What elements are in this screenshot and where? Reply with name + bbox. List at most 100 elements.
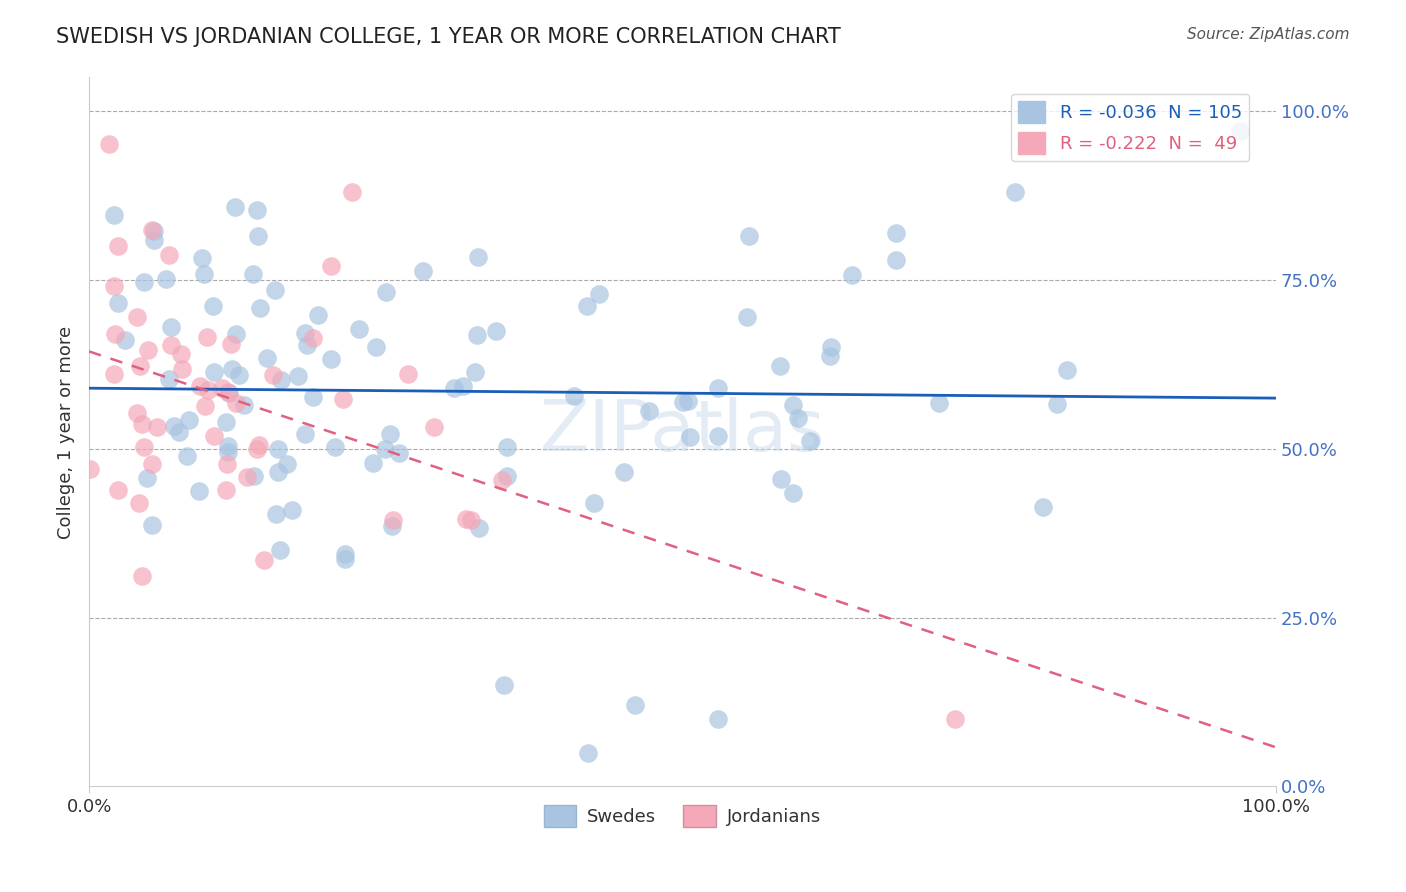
Jordanians	[159, 337, 181, 351]
Swedes	[467, 328, 489, 343]
Swedes	[155, 272, 177, 286]
Swedes	[451, 379, 474, 393]
Jordanians	[202, 429, 225, 443]
Jordanians	[262, 368, 284, 383]
Swedes	[820, 340, 842, 354]
Swedes	[143, 224, 166, 238]
Jordanians	[396, 367, 419, 381]
Swedes	[228, 368, 250, 382]
Swedes	[202, 299, 225, 313]
Swedes	[103, 208, 125, 222]
Swedes	[1032, 500, 1054, 514]
Swedes	[349, 322, 371, 336]
Jordanians	[129, 359, 152, 373]
Jordanians	[491, 474, 513, 488]
Swedes	[179, 413, 201, 427]
Jordanians	[219, 337, 242, 351]
Swedes	[495, 440, 517, 454]
Swedes	[707, 429, 730, 443]
Swedes	[679, 429, 702, 443]
Jordanians	[302, 331, 325, 345]
Jordanians	[128, 496, 150, 510]
Jordanians	[215, 483, 238, 497]
Swedes	[224, 200, 246, 214]
Swedes	[163, 418, 186, 433]
Jordanians	[79, 462, 101, 476]
Swedes	[1004, 186, 1026, 200]
Jordanians	[107, 239, 129, 253]
Swedes	[169, 425, 191, 439]
Swedes	[323, 440, 346, 454]
Swedes	[242, 468, 264, 483]
Swedes	[588, 286, 610, 301]
Swedes	[484, 325, 506, 339]
Jordanians	[217, 384, 239, 399]
Jordanians	[103, 279, 125, 293]
Swedes	[468, 521, 491, 535]
Swedes	[884, 226, 907, 240]
Jordanians	[217, 457, 239, 471]
Swedes	[884, 252, 907, 267]
Swedes	[1056, 363, 1078, 377]
Swedes	[142, 234, 165, 248]
Swedes	[738, 228, 761, 243]
Jordanians	[253, 553, 276, 567]
Swedes	[264, 508, 287, 522]
Swedes	[295, 338, 318, 352]
Swedes	[157, 372, 180, 386]
Text: SWEDISH VS JORDANIAN COLLEGE, 1 YEAR OR MORE CORRELATION CHART: SWEDISH VS JORDANIAN COLLEGE, 1 YEAR OR …	[56, 27, 841, 46]
Swedes	[221, 362, 243, 376]
Swedes	[818, 349, 841, 363]
Jordanians	[141, 457, 163, 471]
Swedes	[613, 465, 636, 479]
Swedes	[1046, 397, 1069, 411]
Jordanians	[170, 347, 193, 361]
Swedes	[464, 365, 486, 379]
Jordanians	[141, 223, 163, 237]
Jordanians	[103, 368, 125, 382]
Swedes	[412, 263, 434, 277]
Swedes	[307, 309, 329, 323]
Swedes	[707, 381, 730, 395]
Jordanians	[423, 419, 446, 434]
Jordanians	[138, 343, 160, 358]
Jordanians	[246, 442, 269, 456]
Jordanians	[381, 513, 404, 527]
Text: Source: ZipAtlas.com: Source: ZipAtlas.com	[1187, 27, 1350, 42]
Swedes	[375, 285, 398, 299]
Swedes	[249, 301, 271, 315]
Swedes	[191, 251, 214, 265]
Swedes	[624, 698, 647, 713]
Jordanians	[197, 383, 219, 397]
Swedes	[374, 442, 396, 456]
Jordanians	[131, 569, 153, 583]
Jordanians	[460, 513, 482, 527]
Swedes	[202, 365, 225, 379]
Y-axis label: College, 1 year or more: College, 1 year or more	[58, 326, 75, 539]
Swedes	[176, 449, 198, 463]
Jordanians	[247, 438, 270, 452]
Jordanians	[211, 381, 233, 395]
Swedes	[363, 456, 385, 470]
Swedes	[583, 496, 606, 510]
Swedes	[134, 275, 156, 289]
Jordanians	[194, 399, 217, 413]
Jordanians	[125, 310, 148, 324]
Swedes	[672, 395, 695, 409]
Swedes	[333, 551, 356, 566]
Jordanians	[342, 186, 364, 200]
Swedes	[443, 381, 465, 395]
Swedes	[319, 351, 342, 366]
Swedes	[576, 746, 599, 760]
Jordanians	[332, 392, 354, 407]
Swedes	[735, 310, 758, 325]
Jordanians	[235, 470, 257, 484]
Swedes	[267, 442, 290, 457]
Swedes	[301, 391, 323, 405]
Swedes	[799, 434, 821, 448]
Swedes	[276, 457, 298, 471]
Swedes	[242, 267, 264, 281]
Swedes	[388, 446, 411, 460]
Jordanians	[195, 329, 218, 343]
Swedes	[246, 203, 269, 218]
